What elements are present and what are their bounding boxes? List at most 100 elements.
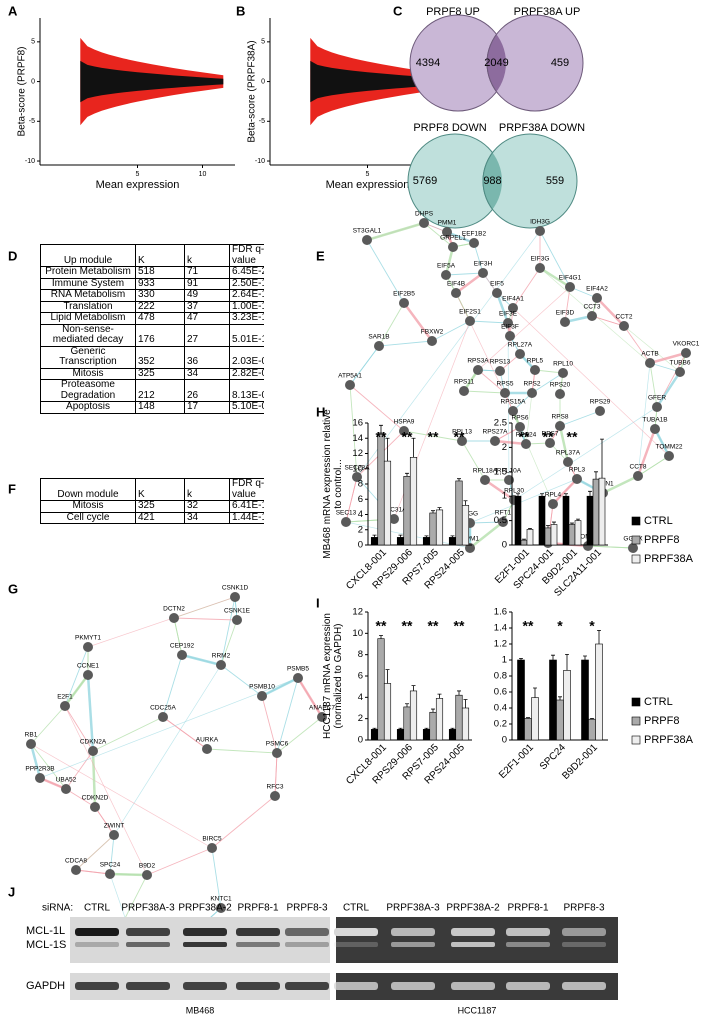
network-node-label: CDC25A bbox=[150, 705, 176, 712]
y-tick-label: 0.8 bbox=[494, 671, 507, 682]
table-cell: Apoptosis bbox=[40, 401, 136, 414]
network-node-label: EIF3G bbox=[531, 256, 550, 263]
network-edge bbox=[552, 478, 578, 505]
table-cell: 34 bbox=[184, 511, 230, 524]
network-node bbox=[257, 691, 267, 701]
table-cell: 148 bbox=[135, 401, 185, 414]
significance: ** bbox=[402, 618, 413, 634]
error-bar bbox=[411, 685, 416, 691]
network-node bbox=[548, 499, 558, 509]
table-cell: 421 bbox=[135, 511, 185, 524]
network-edge bbox=[91, 750, 97, 808]
network-node bbox=[232, 615, 242, 625]
bar bbox=[538, 495, 546, 546]
bar bbox=[588, 718, 596, 741]
significance: * bbox=[557, 618, 563, 634]
x-tick-label: 5 bbox=[366, 171, 370, 178]
x-tick-label: E2F1-001 bbox=[497, 742, 536, 781]
lane-label: PRPF8-1 bbox=[507, 903, 549, 914]
network-node bbox=[469, 238, 479, 248]
network-edge bbox=[64, 705, 94, 752]
network-edge bbox=[39, 677, 299, 779]
gel-band bbox=[391, 942, 435, 947]
network-node bbox=[60, 701, 70, 711]
band-label: MCL-1L bbox=[26, 925, 65, 937]
gel-band bbox=[334, 928, 378, 936]
y-tick-label: 0.5 bbox=[494, 515, 507, 526]
error-bar bbox=[379, 424, 383, 433]
panel-letter: F bbox=[8, 481, 16, 496]
error-bar bbox=[450, 535, 455, 538]
gel-band bbox=[562, 942, 606, 947]
bar bbox=[429, 512, 437, 546]
network-edge bbox=[65, 788, 96, 808]
network-node-label: E2F1 bbox=[57, 694, 73, 701]
gel bbox=[336, 917, 618, 963]
network-edge bbox=[559, 410, 601, 427]
network-node bbox=[545, 438, 555, 448]
legend-swatch bbox=[631, 554, 641, 564]
network-node bbox=[341, 517, 351, 527]
network-edge bbox=[455, 271, 484, 295]
network-edge bbox=[366, 221, 425, 242]
network-node bbox=[317, 712, 327, 722]
lane-label: PRPF38A-2 bbox=[446, 903, 500, 914]
y-tick-label: 0.6 bbox=[494, 687, 507, 698]
y-axis-label: Beta-score (PRPF8) bbox=[17, 46, 28, 136]
bar bbox=[377, 638, 385, 741]
network-edge bbox=[539, 230, 571, 288]
network-node bbox=[158, 712, 168, 722]
network-node-label: VKORC1 bbox=[673, 341, 700, 348]
error-bar bbox=[431, 510, 435, 513]
network-node-label: PIGG bbox=[462, 511, 478, 518]
venn-label: PRPF8 UP bbox=[426, 6, 480, 18]
network-edge bbox=[469, 320, 509, 324]
network-edge bbox=[220, 596, 236, 666]
gel-band bbox=[506, 942, 550, 947]
panel-letter: I bbox=[316, 595, 320, 610]
network-node bbox=[505, 331, 515, 341]
table-cell: Mitosis bbox=[40, 367, 136, 380]
network-edge bbox=[86, 674, 95, 752]
legend-swatch bbox=[631, 535, 641, 545]
network-node-label: RPL18A bbox=[473, 468, 498, 475]
network-node-label: RPS11 bbox=[454, 379, 474, 386]
network-node bbox=[530, 365, 540, 375]
gel-band bbox=[451, 942, 495, 947]
network-node bbox=[399, 426, 409, 436]
network-node bbox=[216, 903, 226, 913]
gel-band bbox=[236, 982, 280, 990]
bar bbox=[549, 659, 557, 741]
table-cell: 36 bbox=[184, 345, 230, 369]
panel-letter: A bbox=[8, 3, 18, 18]
error-bar bbox=[372, 727, 377, 730]
network-edge bbox=[477, 286, 571, 371]
table-cell: 478 bbox=[135, 312, 185, 325]
network-edge bbox=[30, 743, 67, 790]
network-edge bbox=[75, 834, 115, 871]
network-node bbox=[508, 303, 518, 313]
error-bar bbox=[457, 478, 461, 481]
network-node bbox=[645, 358, 655, 368]
band-label: GAPDH bbox=[26, 980, 65, 992]
y-tick-label: 0 bbox=[502, 735, 507, 746]
table-cell: 5.10E-05 bbox=[229, 401, 264, 414]
y-tick-label: 6 bbox=[358, 494, 363, 505]
y-tick-label: 0.2 bbox=[494, 719, 507, 730]
network-edge bbox=[637, 455, 670, 477]
gel-band bbox=[285, 982, 329, 990]
gel-band bbox=[451, 982, 495, 990]
network-node-label: TUBA1B bbox=[642, 417, 667, 424]
network-node bbox=[88, 746, 98, 756]
bar bbox=[586, 495, 594, 546]
table-cell: 352 bbox=[135, 345, 185, 369]
network-edge bbox=[261, 676, 299, 698]
network-node bbox=[177, 650, 187, 660]
gel-band bbox=[391, 928, 435, 936]
network-node-label: RPL10 bbox=[553, 361, 573, 368]
